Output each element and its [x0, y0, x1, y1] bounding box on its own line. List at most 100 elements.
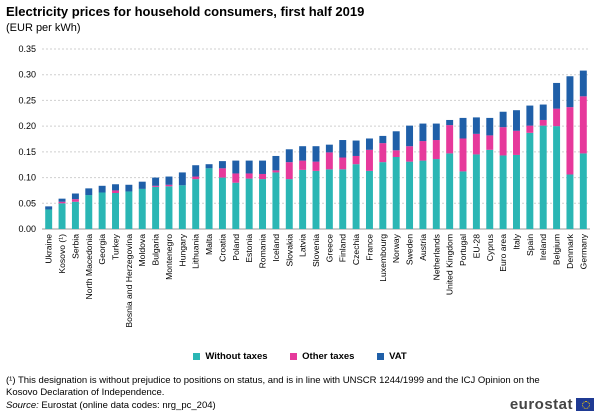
bar-vat [406, 125, 414, 147]
x-tick-label: Bosnia and Herzegovina [124, 234, 134, 328]
bar-other-taxes [325, 152, 333, 170]
bar-vat [272, 155, 280, 171]
bar-other-taxes [352, 155, 360, 165]
x-tick-label: Ukraine [44, 234, 54, 264]
bar-other-taxes [553, 108, 561, 127]
bar-other-taxes [513, 130, 520, 155]
bar-without-taxes [432, 159, 440, 229]
bar-vat [98, 185, 106, 193]
source-text[interactable]: Eurostat (online data codes: nrg_pc_204) [41, 400, 216, 411]
bar-vat [499, 111, 507, 128]
bar-without-taxes [352, 164, 360, 229]
bar-without-taxes [178, 185, 186, 229]
chart-title: Electricity prices for household consume… [6, 4, 365, 19]
bar-without-taxes [45, 209, 53, 229]
bar-without-taxes [259, 179, 267, 229]
legend-swatch-without-taxes [193, 352, 201, 360]
legend-label-without-taxes: Without taxes [205, 351, 268, 362]
bar-other-taxes [299, 160, 307, 170]
bar-without-taxes [499, 155, 507, 229]
bar-vat [58, 198, 66, 202]
bar-other-taxes [152, 185, 160, 187]
bar-without-taxes [58, 203, 66, 229]
bar-other-taxes [486, 135, 494, 150]
bar-vat [365, 138, 373, 150]
x-tick-label: Hungary [177, 233, 187, 266]
y-tick-label: 0.30 [18, 70, 36, 80]
bar-vat [579, 70, 587, 97]
x-tick-label: Austria [418, 234, 428, 261]
y-tick-label: 0.25 [18, 95, 36, 105]
chart-legend: Without taxes Other taxes VAT [0, 351, 600, 362]
bar-without-taxes [406, 161, 414, 229]
x-tick-label: Sweden [405, 234, 415, 265]
bar-vat [71, 193, 79, 200]
bar-without-taxes [245, 178, 253, 229]
bar-vat [218, 161, 226, 169]
y-tick-label: 0.10 [18, 173, 36, 183]
footnote: (¹) This designation is without prejudic… [6, 375, 540, 398]
bar-without-taxes [419, 160, 427, 229]
bar-without-taxes [459, 171, 467, 229]
legend-label-vat: VAT [389, 351, 407, 362]
bar-vat [85, 188, 93, 196]
x-tick-label: Germany [578, 233, 588, 269]
bar-vat [45, 206, 53, 210]
logo-text: eurostat [509, 396, 573, 413]
x-tick-label: Lithuania [191, 234, 201, 269]
bar-without-taxes [138, 188, 146, 229]
bar-without-taxes [339, 169, 347, 229]
bar-other-taxes [365, 149, 373, 171]
bar-without-taxes [379, 162, 387, 229]
bar-other-taxes [165, 184, 173, 187]
bar-without-taxes [98, 192, 106, 229]
bar-without-taxes [192, 179, 200, 229]
bar-vat [165, 176, 173, 185]
x-tick-label: Spain [525, 234, 535, 256]
bar-vat [138, 181, 146, 189]
bar-vat [245, 160, 253, 174]
x-tick-label: Kosovo (¹) [57, 234, 67, 274]
eurostat-logo: eurostat [510, 396, 594, 413]
bar-other-taxes [232, 173, 240, 183]
bar-without-taxes [579, 153, 587, 229]
x-tick-label: France [364, 234, 374, 261]
x-tick-label: Moldova [137, 234, 147, 267]
x-tick-label: Estonia [244, 234, 254, 263]
bar-without-taxes [566, 174, 574, 229]
x-tick-label: Croatia [217, 234, 227, 262]
x-tick-label: Czechia [351, 234, 361, 265]
bar-without-taxes [486, 149, 494, 229]
bar-vat [192, 165, 200, 177]
bar-other-taxes [499, 127, 507, 156]
x-tick-label: Portugal [458, 234, 468, 266]
bar-vat [352, 140, 360, 156]
bar-other-taxes [566, 107, 574, 175]
bar-without-taxes [392, 157, 400, 229]
bar-vat [152, 177, 160, 186]
bar-without-taxes [205, 168, 213, 229]
x-tick-label: Luxembourg [378, 234, 388, 282]
bar-vat [472, 117, 480, 134]
bar-without-taxes [513, 154, 520, 229]
bar-vat [566, 76, 574, 108]
x-tick-label: Italy [511, 233, 521, 249]
bar-vat [325, 144, 333, 153]
source-note: Source: Eurostat (online data codes: nrg… [6, 400, 216, 411]
bar-without-taxes [446, 153, 454, 229]
bar-vat [526, 105, 534, 126]
bar-other-taxes [539, 119, 547, 126]
legend-label-other-taxes: Other taxes [302, 351, 355, 362]
x-tick-label: Georgia [97, 234, 107, 265]
bar-without-taxes [71, 201, 79, 229]
bar-without-taxes [299, 169, 307, 229]
x-tick-label: Cyprus [485, 234, 495, 261]
bar-vat [299, 146, 307, 161]
bar-vat [339, 140, 347, 158]
bar-without-taxes [472, 154, 480, 229]
bar-vat [125, 184, 133, 192]
bar-without-taxes [165, 186, 173, 229]
y-tick-label: 0.35 [18, 44, 36, 54]
bar-without-taxes [112, 193, 119, 229]
bar-vat [285, 149, 293, 163]
